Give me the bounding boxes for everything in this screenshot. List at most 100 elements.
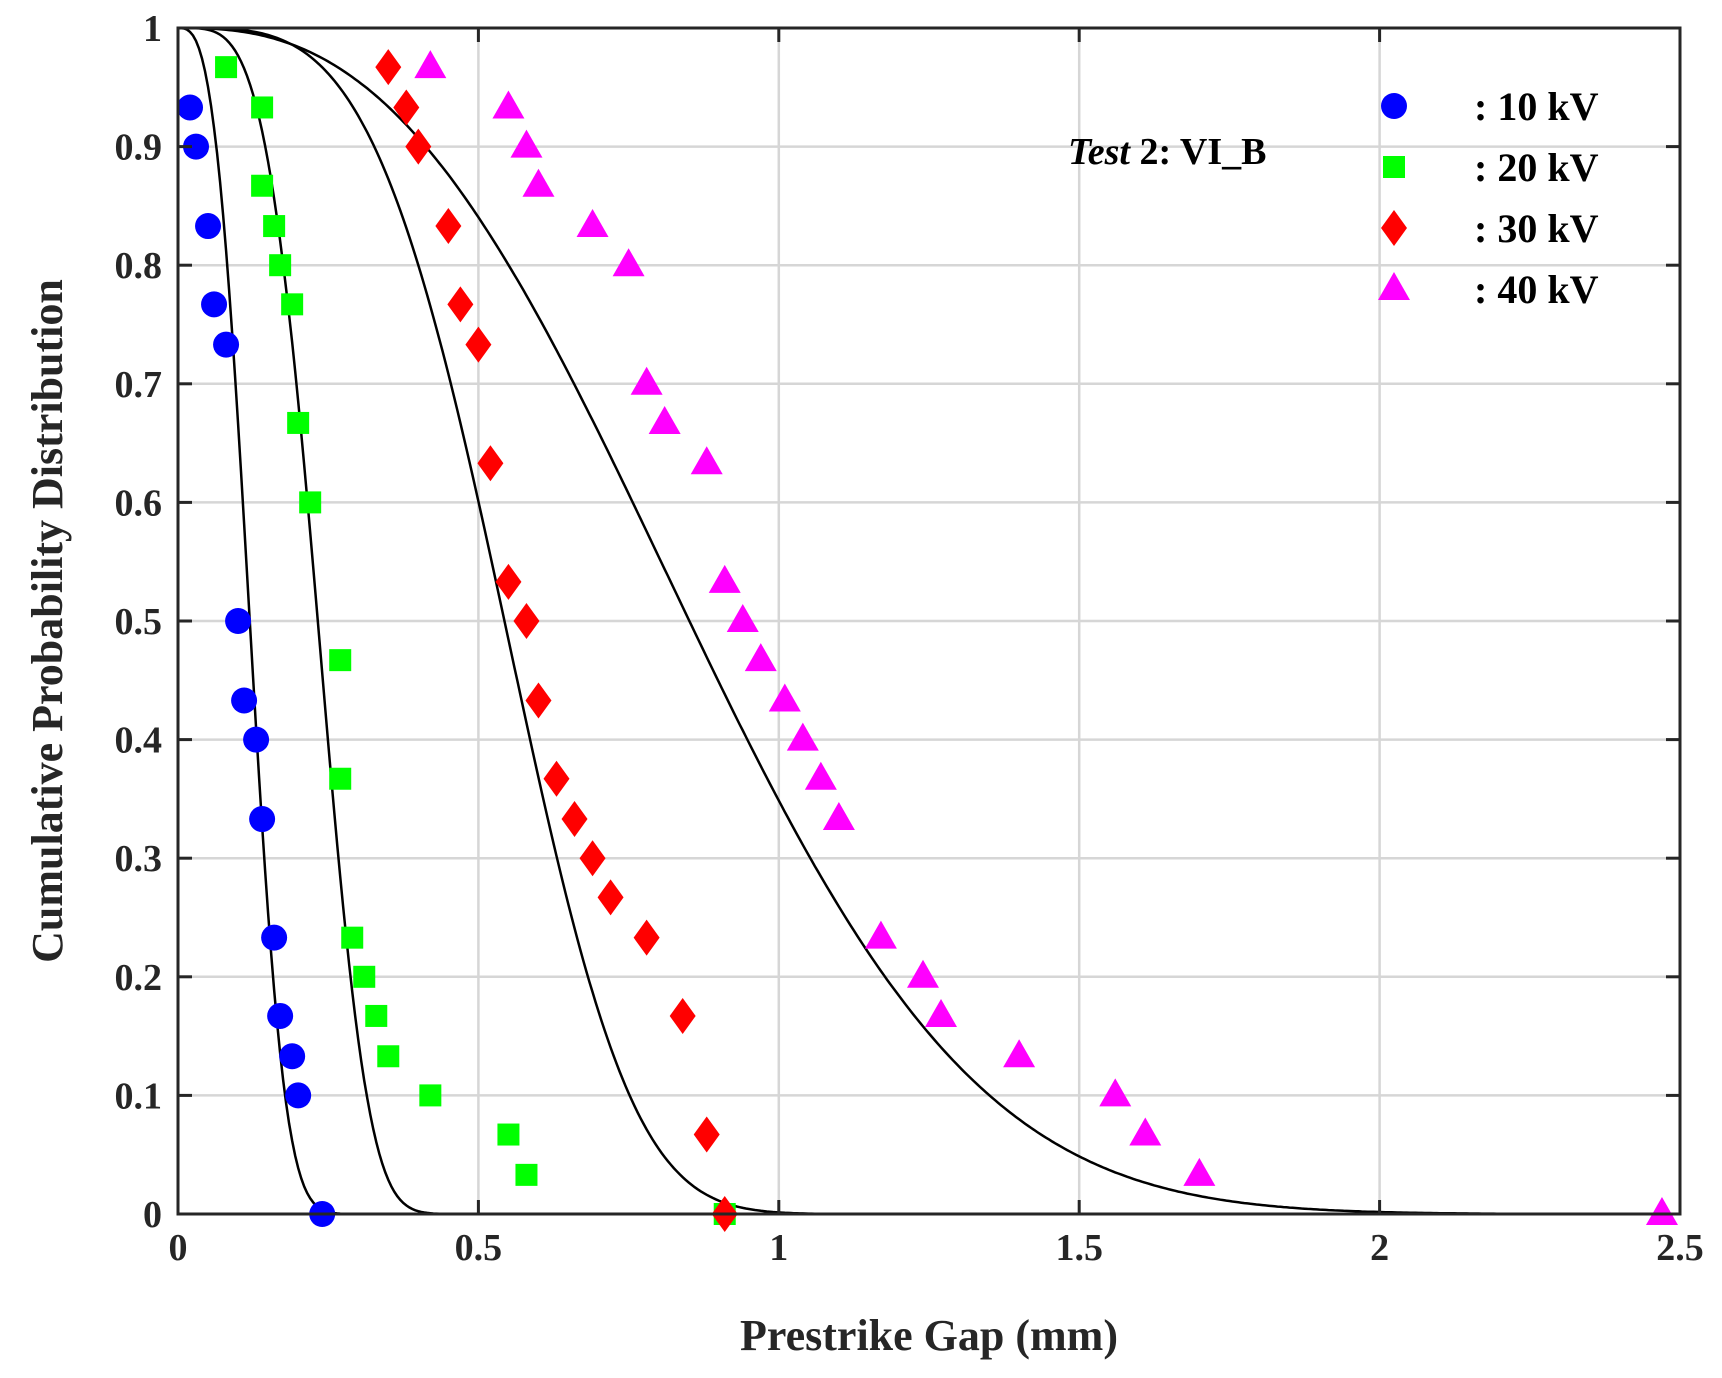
y-tick-label: 1 bbox=[143, 8, 162, 50]
data-point bbox=[906, 959, 939, 988]
data-point bbox=[447, 286, 474, 323]
data-point bbox=[630, 366, 663, 395]
data-point bbox=[177, 94, 204, 121]
y-tick-label: 0.3 bbox=[115, 838, 163, 880]
y-tick-label: 0.9 bbox=[115, 127, 163, 169]
data-point bbox=[1183, 1157, 1216, 1186]
x-tick-label: 2.5 bbox=[1656, 1227, 1704, 1269]
data-point bbox=[353, 965, 376, 988]
data-point bbox=[525, 682, 552, 719]
data-point bbox=[267, 1002, 294, 1029]
data-point bbox=[213, 331, 240, 358]
data-point bbox=[543, 760, 570, 797]
x-axis-label: Prestrike Gap (mm) bbox=[740, 1311, 1118, 1360]
data-point bbox=[393, 89, 420, 126]
annotation: Test 2: VI_B bbox=[1068, 131, 1266, 173]
data-point bbox=[1645, 1197, 1678, 1225]
data-point bbox=[786, 722, 819, 751]
data-point bbox=[597, 879, 624, 916]
y-tick-label: 0 bbox=[143, 1194, 162, 1236]
data-point bbox=[1003, 1039, 1036, 1068]
data-point bbox=[579, 840, 606, 877]
data-point bbox=[669, 997, 696, 1034]
data-point bbox=[465, 326, 492, 363]
data-point bbox=[231, 687, 258, 714]
legend-label: : 30 kV bbox=[1474, 206, 1599, 251]
data-point bbox=[183, 133, 210, 160]
data-point bbox=[287, 411, 310, 434]
data-point bbox=[522, 168, 555, 197]
annotation-text: Test 2: VI_B bbox=[1068, 131, 1266, 173]
annotation-italic: Test bbox=[1068, 131, 1131, 173]
data-point bbox=[225, 608, 252, 634]
data-point bbox=[477, 445, 504, 482]
data-point bbox=[285, 1082, 312, 1109]
data-point bbox=[708, 564, 741, 593]
data-point bbox=[561, 801, 588, 838]
y-tick-label: 0.5 bbox=[115, 601, 163, 643]
data-point bbox=[768, 683, 801, 712]
legend: : 10 kV: 20 kV: 30 kV: 40 kV bbox=[1378, 84, 1599, 312]
y-tick-label: 0.6 bbox=[115, 482, 163, 524]
data-point bbox=[215, 56, 238, 79]
y-tick-label: 0.4 bbox=[115, 720, 163, 762]
data-point bbox=[576, 209, 609, 238]
data-point bbox=[497, 1123, 520, 1146]
data-point bbox=[925, 998, 958, 1027]
data-point bbox=[249, 806, 276, 833]
data-point bbox=[513, 603, 540, 639]
x-tick-label: 2 bbox=[1370, 1227, 1389, 1269]
data-point bbox=[693, 1116, 720, 1153]
y-axis-label: Cumulative Probability Distribution bbox=[23, 279, 72, 963]
data-point bbox=[299, 491, 322, 514]
data-point bbox=[1099, 1078, 1132, 1107]
data-point bbox=[281, 293, 304, 316]
data-point bbox=[744, 643, 777, 672]
data-point bbox=[414, 50, 447, 79]
x-tick-label: 1 bbox=[769, 1227, 788, 1269]
legend-marker bbox=[1383, 156, 1405, 178]
data-point bbox=[341, 926, 364, 949]
data-point bbox=[329, 649, 352, 672]
data-point bbox=[690, 446, 723, 475]
legend-label: : 10 kV bbox=[1474, 84, 1599, 129]
data-point bbox=[365, 1004, 388, 1027]
data-point bbox=[251, 174, 274, 197]
data-point bbox=[243, 726, 270, 753]
data-point bbox=[648, 405, 681, 434]
annotation-rest: 2: VI_B bbox=[1130, 131, 1267, 173]
legend-marker bbox=[1381, 93, 1407, 119]
data-point bbox=[377, 1045, 400, 1068]
legend-marker bbox=[1381, 210, 1407, 246]
data-point bbox=[864, 920, 897, 949]
data-point bbox=[822, 802, 855, 831]
data-point bbox=[515, 1163, 538, 1186]
y-tick-label: 0.1 bbox=[115, 1075, 163, 1117]
y-tick-label: 0.8 bbox=[115, 245, 163, 287]
data-point bbox=[405, 128, 432, 165]
data-point bbox=[263, 215, 286, 238]
data-point bbox=[201, 291, 228, 318]
data-point bbox=[492, 90, 525, 119]
data-point bbox=[251, 96, 274, 119]
legend-label: : 20 kV bbox=[1474, 145, 1599, 190]
x-tick-label: 0.5 bbox=[455, 1227, 503, 1269]
y-tick-label: 0.7 bbox=[115, 364, 163, 406]
x-tick-label: 1.5 bbox=[1055, 1227, 1103, 1269]
data-point bbox=[1129, 1117, 1162, 1146]
data-point bbox=[804, 761, 837, 790]
data-point bbox=[269, 254, 292, 277]
x-tick-label: 0 bbox=[169, 1227, 188, 1269]
data-point bbox=[329, 767, 352, 790]
data-point bbox=[261, 924, 288, 951]
data-point bbox=[612, 248, 645, 277]
data-point bbox=[279, 1043, 306, 1070]
data-point bbox=[419, 1084, 442, 1107]
data-point bbox=[633, 919, 660, 956]
data-point bbox=[510, 129, 543, 158]
data-point bbox=[375, 49, 402, 86]
data-point bbox=[726, 604, 759, 632]
data-point bbox=[495, 563, 522, 600]
